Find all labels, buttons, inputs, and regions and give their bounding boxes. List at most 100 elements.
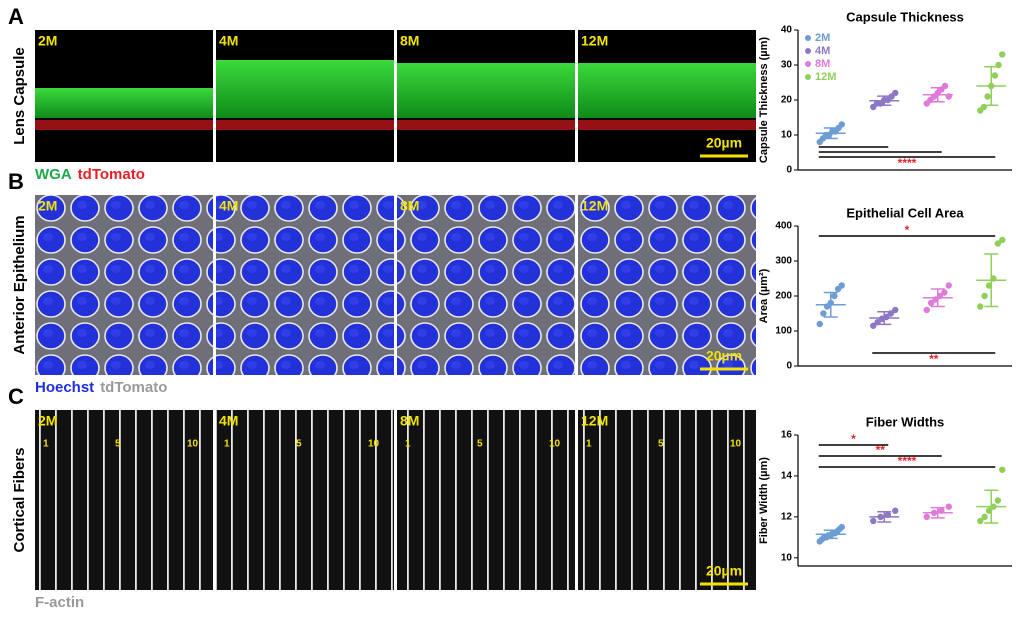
- micrograph: [216, 410, 394, 590]
- y-axis-label: Fiber Width (µm): [758, 457, 770, 544]
- age-label: 4M: [219, 33, 238, 49]
- stain-label: tdTomato: [78, 166, 145, 183]
- data-point: [870, 517, 877, 525]
- scale-bar-label: 20µm: [706, 563, 742, 579]
- fiber-number: 10: [730, 439, 742, 450]
- micrograph: [35, 195, 213, 375]
- data-point: [941, 289, 948, 296]
- y-tick-label: 20: [781, 95, 793, 106]
- legend-label: 2M: [815, 32, 830, 44]
- significance-label: ****: [898, 454, 917, 468]
- data-point: [892, 507, 899, 514]
- tdtomato-band: [397, 120, 575, 130]
- age-label: 2M: [38, 198, 57, 214]
- age-label: 2M: [38, 413, 57, 429]
- data-point: [820, 310, 827, 317]
- wga-band: [397, 63, 575, 118]
- legend-label: 8M: [815, 58, 830, 70]
- wga-band: [35, 88, 213, 118]
- y-tick-label: 14: [781, 471, 793, 482]
- significance-label: **: [876, 443, 886, 457]
- y-tick-label: 400: [775, 221, 792, 232]
- legend-marker: [805, 61, 811, 67]
- y-tick-label: 200: [775, 291, 792, 302]
- stain-label: tdTomato: [100, 379, 167, 396]
- y-tick-label: 0: [786, 165, 792, 176]
- data-point: [870, 322, 877, 329]
- data-point: [892, 89, 899, 97]
- legend-marker: [805, 74, 811, 80]
- panel-letter: C: [8, 384, 24, 409]
- legend-label: 4M: [815, 45, 830, 57]
- tdtomato-band: [216, 120, 394, 130]
- age-label: 12M: [581, 33, 608, 49]
- y-tick-label: 10: [781, 130, 793, 141]
- y-tick-label: 10: [781, 552, 793, 563]
- y-axis-label: Area (µm²): [758, 268, 770, 323]
- data-point: [892, 306, 899, 314]
- age-label: 8M: [400, 33, 419, 49]
- data-point: [977, 517, 984, 525]
- fiber-number: 10: [187, 439, 199, 450]
- legend-label: 12M: [815, 71, 836, 83]
- fiber-number: 5: [477, 439, 483, 450]
- data-point: [945, 282, 952, 289]
- fiber-number: 5: [115, 439, 121, 450]
- micrograph: [397, 195, 575, 375]
- micrograph: [578, 195, 756, 375]
- y-tick-label: 100: [775, 326, 792, 337]
- data-point: [838, 121, 845, 128]
- data-point: [994, 240, 1002, 247]
- fiber-number: 10: [368, 439, 380, 450]
- age-label: 8M: [400, 413, 419, 429]
- data-point: [831, 292, 838, 300]
- age-label: 4M: [219, 198, 238, 214]
- legend-marker: [805, 35, 811, 41]
- fiber-number: 5: [296, 439, 302, 450]
- stain-label: Hoechst: [35, 379, 94, 396]
- fiber-number: 1: [405, 439, 411, 450]
- age-label: 8M: [400, 198, 419, 214]
- micrograph: [216, 195, 394, 375]
- data-point: [991, 72, 999, 79]
- y-tick-label: 30: [781, 60, 793, 71]
- y-axis-label: Capsule Thickness (µm): [758, 37, 770, 163]
- chart-title: Capsule Thickness: [846, 9, 964, 24]
- row-label: Anterior Epithelium: [11, 215, 28, 354]
- data-point: [816, 320, 823, 328]
- panel-letter: A: [8, 4, 24, 29]
- legend-marker: [805, 48, 811, 54]
- age-label: 4M: [219, 413, 238, 429]
- wga-band: [216, 60, 394, 118]
- micrograph: [397, 410, 575, 590]
- y-tick-label: 16: [781, 430, 793, 441]
- age-label: 12M: [581, 413, 608, 429]
- scale-bar-label: 20µm: [706, 348, 742, 364]
- data-point: [945, 503, 952, 510]
- data-point: [981, 513, 988, 521]
- data-point: [981, 292, 988, 300]
- data-point: [927, 299, 935, 307]
- fiber-number: 1: [586, 439, 592, 450]
- fiber-number: 10: [549, 439, 561, 450]
- tdtomato-band: [35, 120, 213, 130]
- significance-label: *: [905, 223, 910, 237]
- data-point: [838, 282, 845, 289]
- y-tick-label: 40: [781, 25, 793, 36]
- data-point: [923, 306, 930, 314]
- significance-label: ****: [898, 156, 917, 170]
- significance-label: **: [929, 352, 939, 366]
- data-point: [984, 93, 991, 100]
- fiber-number: 1: [43, 439, 49, 450]
- data-point: [838, 523, 845, 531]
- tdtomato-band: [578, 120, 756, 130]
- data-point: [999, 236, 1006, 244]
- y-tick-label: 0: [786, 361, 792, 372]
- fiber-number: 1: [224, 439, 230, 450]
- fiber-number: 5: [658, 439, 664, 450]
- age-label: 12M: [581, 198, 608, 214]
- chart-title: Fiber Widths: [866, 414, 945, 429]
- micrograph: [35, 410, 213, 590]
- scale-bar-label: 20µm: [706, 135, 742, 151]
